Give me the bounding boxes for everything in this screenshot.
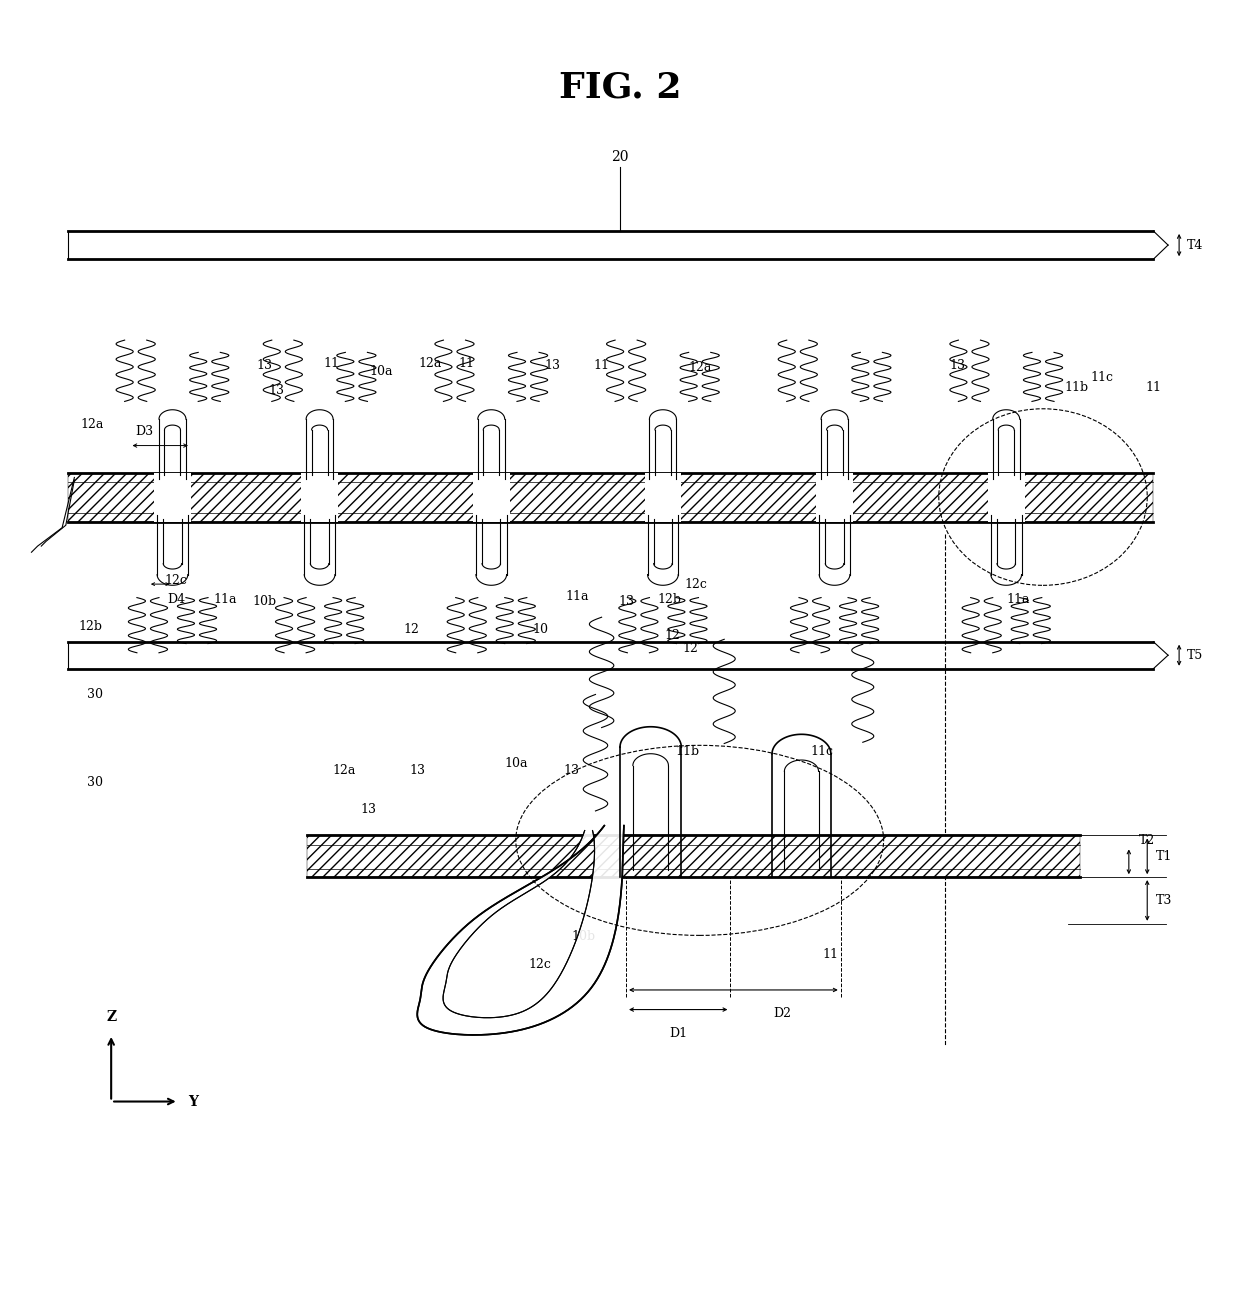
- Text: FIG. 2: FIG. 2: [559, 71, 681, 105]
- Text: 12c: 12c: [165, 574, 187, 587]
- Text: Y: Y: [188, 1095, 198, 1109]
- Polygon shape: [418, 825, 624, 1035]
- Text: 12: 12: [665, 629, 681, 642]
- Text: 13: 13: [257, 358, 273, 371]
- Text: 11b: 11b: [676, 746, 699, 759]
- Polygon shape: [988, 472, 1024, 522]
- Text: 12a: 12a: [418, 357, 441, 370]
- Text: T1: T1: [1156, 850, 1172, 863]
- Polygon shape: [308, 836, 1080, 878]
- Text: 13: 13: [409, 764, 425, 777]
- Polygon shape: [645, 472, 681, 522]
- Text: D4: D4: [167, 593, 185, 606]
- Text: 13: 13: [949, 358, 965, 371]
- Text: 12b: 12b: [657, 593, 681, 606]
- Text: 10a: 10a: [503, 757, 527, 770]
- Text: T4: T4: [1187, 238, 1203, 251]
- Text: 11c: 11c: [810, 746, 833, 759]
- Polygon shape: [68, 232, 1168, 259]
- Polygon shape: [472, 472, 510, 522]
- Text: 11: 11: [823, 948, 839, 961]
- Text: 12a: 12a: [688, 361, 712, 374]
- Polygon shape: [68, 642, 1168, 668]
- Text: Z: Z: [107, 1010, 117, 1024]
- Text: 30: 30: [87, 776, 103, 789]
- Text: 30: 30: [87, 688, 103, 701]
- Text: 10: 10: [532, 624, 548, 637]
- Text: 10b: 10b: [253, 595, 277, 608]
- Polygon shape: [154, 472, 191, 522]
- Text: 12: 12: [682, 642, 698, 655]
- Text: D1: D1: [670, 1027, 687, 1040]
- Text: 20: 20: [611, 149, 629, 164]
- Bar: [68, 472, 1153, 522]
- Text: 11a: 11a: [1007, 593, 1030, 606]
- Text: T2: T2: [1138, 835, 1154, 846]
- Bar: [308, 836, 1080, 878]
- Polygon shape: [301, 472, 339, 522]
- Text: 12a: 12a: [81, 417, 104, 430]
- Text: 10a: 10a: [370, 365, 393, 378]
- Text: D3: D3: [135, 425, 154, 438]
- Text: 11b: 11b: [1064, 381, 1089, 394]
- Text: T5: T5: [1187, 649, 1203, 662]
- Polygon shape: [816, 472, 853, 522]
- Text: 11a: 11a: [213, 593, 237, 606]
- Text: 13: 13: [563, 764, 579, 777]
- Text: 10b: 10b: [572, 930, 595, 943]
- Text: 11: 11: [459, 357, 475, 370]
- Text: 11: 11: [594, 358, 610, 371]
- Text: 13: 13: [361, 803, 377, 816]
- Text: 11: 11: [324, 357, 340, 370]
- Text: 12a: 12a: [332, 764, 356, 777]
- Text: T3: T3: [1156, 893, 1172, 906]
- Text: 13: 13: [269, 383, 285, 396]
- Text: 12: 12: [404, 624, 419, 637]
- Text: 13: 13: [618, 595, 634, 608]
- Polygon shape: [68, 472, 1153, 522]
- Text: 11: 11: [1146, 381, 1162, 394]
- Text: D2: D2: [774, 1007, 791, 1020]
- Text: 12c: 12c: [529, 957, 552, 971]
- Text: 13: 13: [544, 358, 560, 371]
- Text: 12c: 12c: [684, 578, 708, 591]
- Text: 12b: 12b: [78, 620, 103, 633]
- Text: 11a: 11a: [565, 590, 589, 603]
- Text: 11c: 11c: [1090, 371, 1114, 385]
